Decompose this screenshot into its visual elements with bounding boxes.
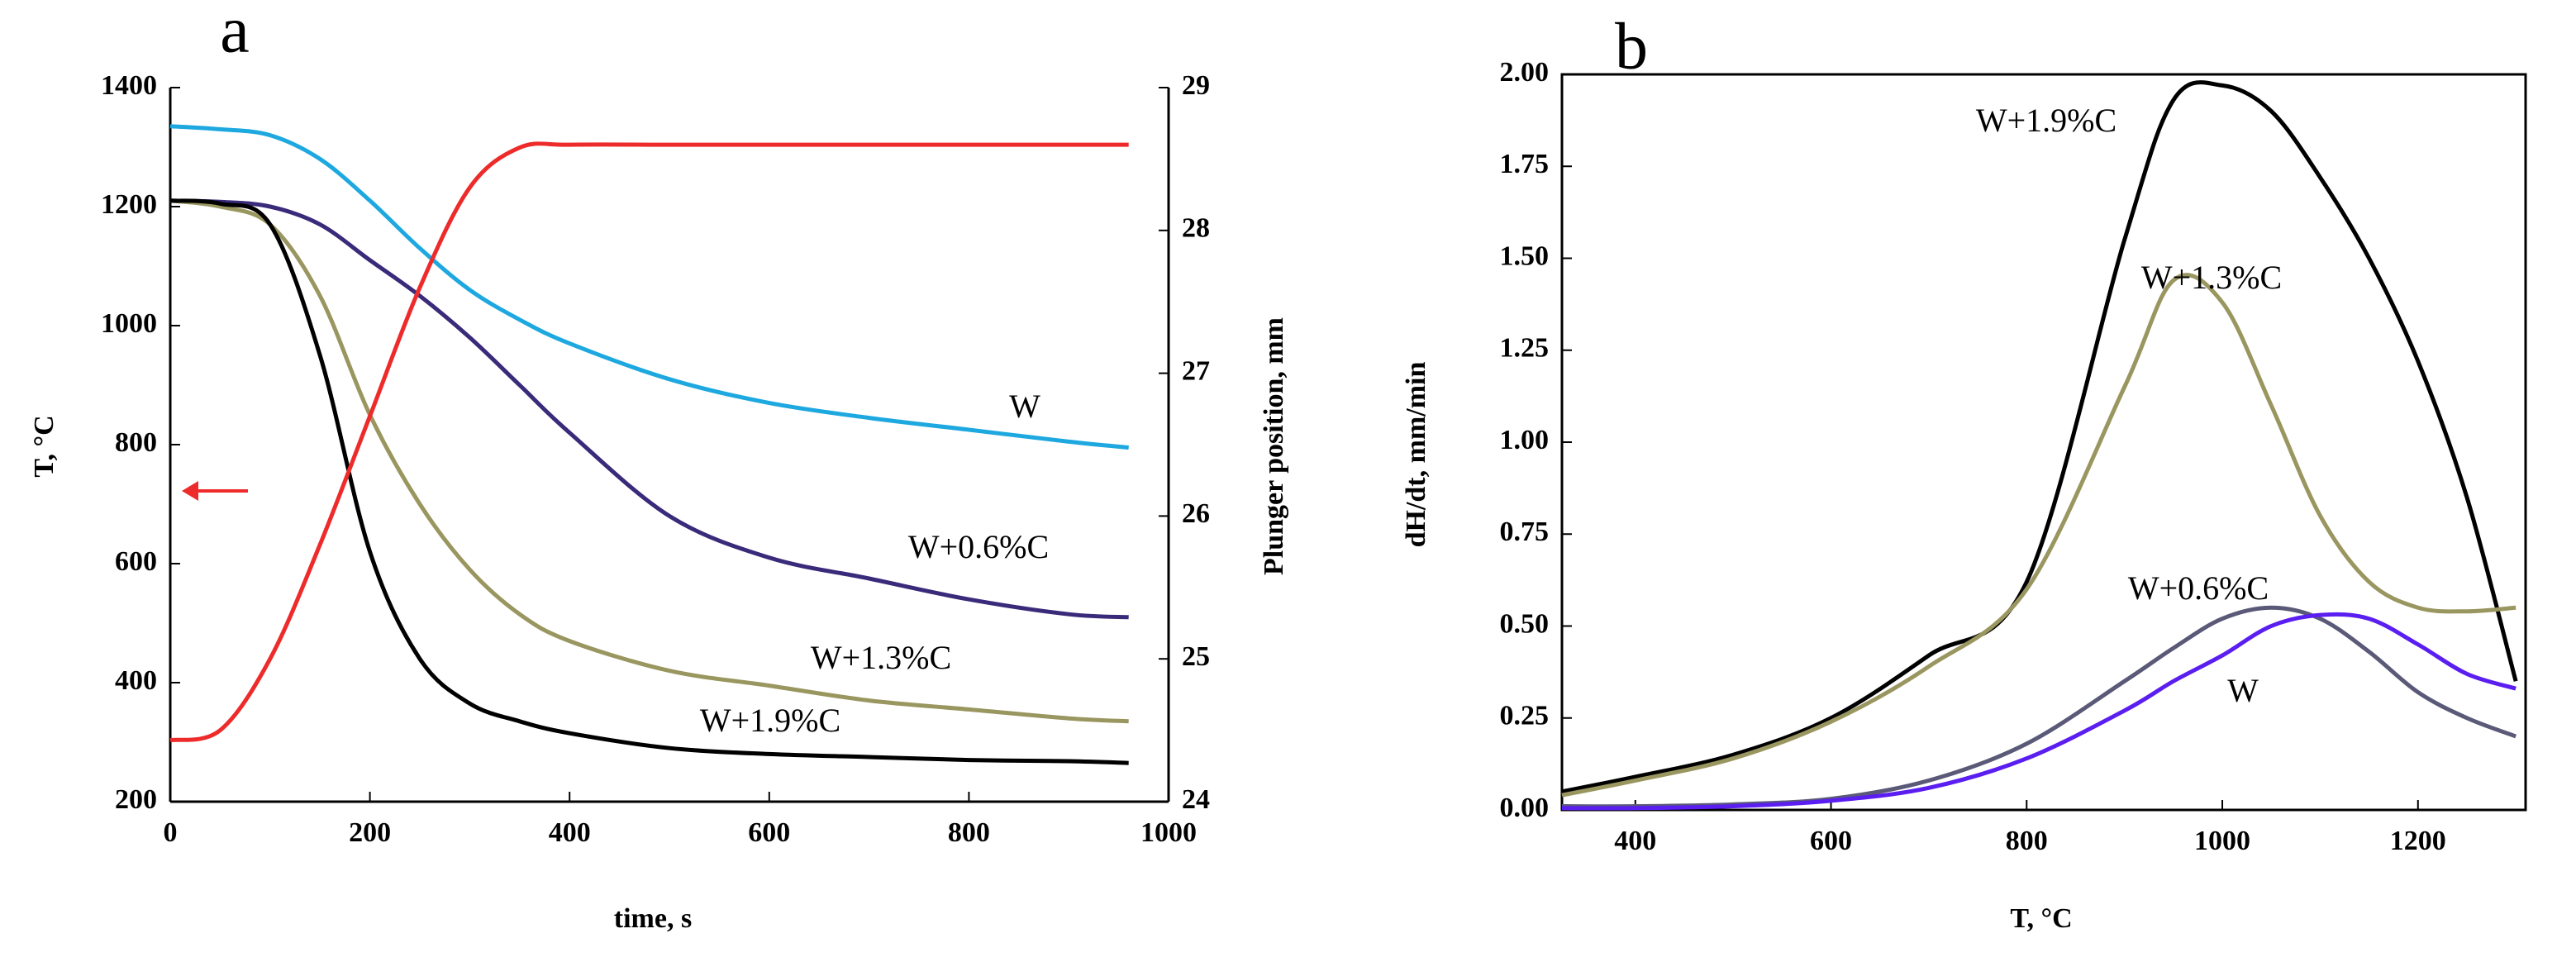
y2-tick-label: 24: [1182, 784, 1210, 815]
y-tick-label: 2.00: [1500, 57, 1550, 88]
series-line: [1561, 612, 2516, 811]
series-line: [1561, 80, 2518, 794]
y2-axis-label: Plunger position, mm: [1259, 317, 1289, 575]
series-label: W: [2227, 672, 2259, 709]
x-tick-label: 600: [1810, 826, 1852, 856]
y-tick-label: 1.00: [1500, 425, 1550, 455]
series-line: [1561, 273, 2516, 798]
x-tick-label: 600: [748, 817, 790, 848]
y-tick-label: 800: [115, 427, 157, 458]
y-tick-label: 0.25: [1500, 701, 1550, 731]
series-label: W+1.9%C: [1976, 102, 2117, 139]
y-tick-label: 600: [115, 546, 157, 577]
series-line: [169, 198, 1129, 620]
y2-tick-label: 26: [1182, 498, 1210, 529]
x-tick-label: 1000: [2194, 826, 2250, 856]
x-tick-label: 800: [948, 817, 990, 848]
series-label: W+1.3%C: [811, 639, 951, 676]
y2-tick-label: 29: [1182, 70, 1210, 101]
series-label: W+0.6%C: [908, 528, 1049, 565]
y-tick-label: 1.25: [1500, 333, 1550, 364]
y-tick-label: 200: [115, 784, 157, 815]
series-line: [169, 141, 1129, 743]
y-tick-label: 400: [115, 665, 157, 696]
y2-tick-label: 28: [1182, 213, 1210, 244]
y-tick-label: 1000: [101, 308, 157, 339]
series-line: [169, 198, 1129, 724]
y-tick-label: 1.75: [1500, 149, 1550, 179]
x-tick-label: 400: [549, 817, 591, 848]
x-tick-label: 200: [349, 817, 391, 848]
x-tick-label: 400: [1614, 826, 1656, 856]
arrow-head: [182, 481, 198, 501]
y-tick-label: 1400: [101, 70, 157, 101]
series-label: W+1.3%C: [2141, 259, 2282, 296]
x-tick-label: 0: [164, 817, 178, 848]
chart-title: a: [220, 0, 250, 66]
y-tick-label: 1.50: [1500, 240, 1550, 271]
plot-frame: [1560, 73, 2527, 812]
y-axis-label: T, °C: [29, 415, 60, 477]
series-label: W: [1009, 388, 1040, 425]
y-tick-label: 1200: [101, 189, 157, 220]
x-axis-label: T, °C: [2010, 903, 2072, 934]
y-axis-label: dH/dt, mm/min: [1401, 362, 1431, 548]
y-tick-label: 0.50: [1500, 608, 1550, 639]
series-line: [1561, 605, 2517, 809]
series-label: W+1.9%C: [700, 702, 840, 739]
x-axis-label: time, s: [614, 903, 692, 934]
y-tick-label: 0.75: [1500, 517, 1550, 547]
x-tick-label: 800: [2006, 826, 2048, 856]
x-tick-label: 1000: [1140, 817, 1197, 848]
y-tick-label: 0.00: [1500, 793, 1550, 823]
series-label: W+0.6%C: [2128, 569, 2269, 607]
chart-title: b: [1615, 10, 1648, 83]
y2-tick-label: 25: [1182, 641, 1210, 672]
y2-tick-label: 27: [1182, 355, 1210, 386]
x-tick-label: 1200: [2390, 826, 2446, 856]
series-line: [169, 198, 1129, 765]
series-line: [169, 124, 1129, 450]
